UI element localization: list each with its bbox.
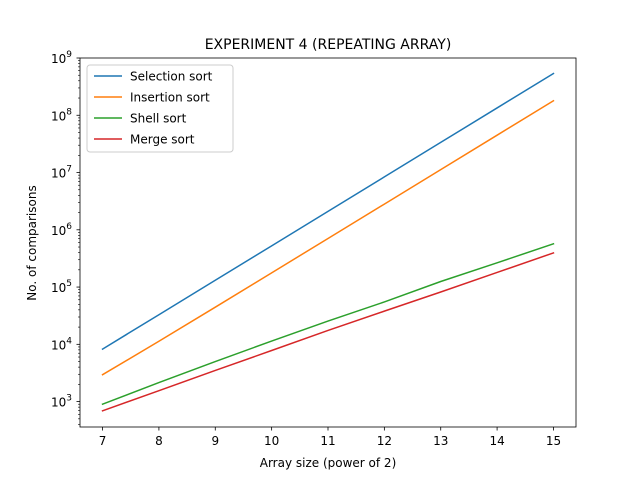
y-tick-label: 105 [51, 279, 72, 295]
y-tick-label: 109 [51, 50, 72, 66]
series-line-3 [101, 251, 555, 412]
series-line-0 [101, 72, 555, 351]
legend-label-2: Shell sort [130, 112, 187, 126]
x-tick-label: 13 [433, 434, 448, 448]
y-tick-label: 108 [51, 107, 72, 123]
x-tick-label: 12 [377, 434, 392, 448]
y-tick-label: 107 [51, 165, 72, 181]
x-tick-label: 9 [211, 434, 219, 448]
x-axis-label: Array size (power of 2) [260, 456, 397, 470]
chart-title: EXPERIMENT 4 (REPEATING ARRAY) [205, 37, 452, 53]
y-tick-label: 103 [51, 394, 72, 410]
y-tick-label: 106 [51, 222, 72, 238]
series-line-2 [101, 242, 555, 406]
legend-label-3: Merge sort [130, 133, 195, 147]
x-tick-label: 14 [489, 434, 504, 448]
y-tick-label: 104 [51, 336, 72, 352]
x-tick-label: 15 [546, 434, 561, 448]
x-tick-label: 7 [99, 434, 107, 448]
x-tick-label: 11 [320, 434, 335, 448]
legend-box [86, 64, 234, 153]
series-line-1 [101, 99, 555, 376]
plot-marks: 7 8 9 10 11 12 13 14 15 103 104 105 106 107 108 109 Sele… [51, 50, 577, 448]
x-tick-label: 8 [155, 434, 163, 448]
legend-label-0: Selection sort [130, 70, 213, 84]
legend-label-1: Insertion sort [130, 91, 210, 105]
legend: Selection sort Insertion sort Shell sort Me… [86, 64, 234, 153]
y-axis-label: No. of comparisons [25, 185, 39, 300]
x-tick-label: 10 [264, 434, 279, 448]
